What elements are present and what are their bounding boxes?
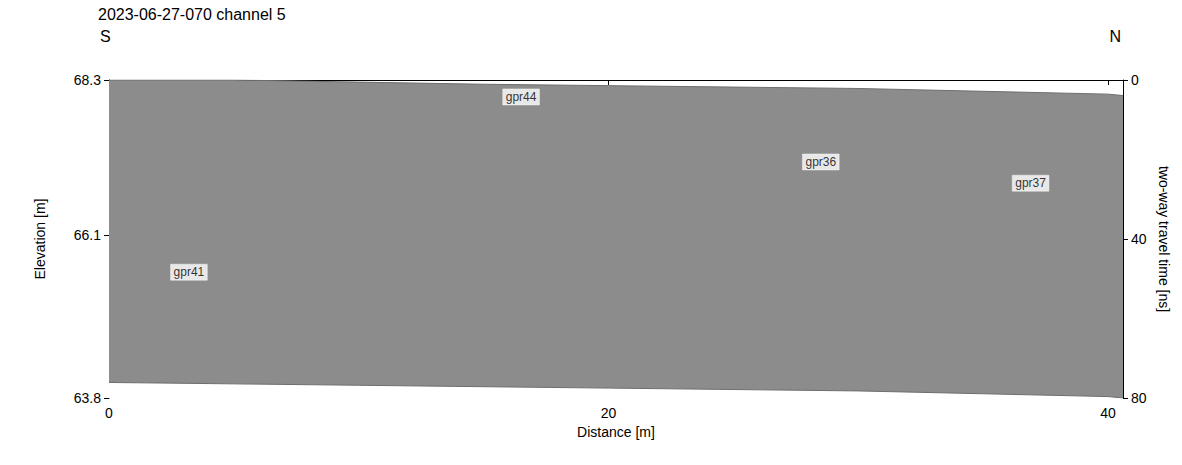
svg-text:gpr37: gpr37 bbox=[1015, 176, 1046, 190]
svg-text:66.1: 66.1 bbox=[74, 227, 101, 243]
svg-text:Distance [m]: Distance [m] bbox=[577, 424, 655, 440]
svg-text:two-way travel time [ns]: two-way travel time [ns] bbox=[1156, 166, 1172, 312]
svg-text:N: N bbox=[1109, 28, 1121, 45]
svg-text:68.3: 68.3 bbox=[74, 72, 101, 88]
svg-text:40: 40 bbox=[1131, 231, 1147, 247]
svg-text:S: S bbox=[100, 28, 111, 45]
svg-text:80: 80 bbox=[1131, 390, 1147, 406]
svg-text:Elevation [m]: Elevation [m] bbox=[32, 199, 48, 280]
svg-text:gpr44: gpr44 bbox=[506, 90, 537, 104]
svg-text:63.8: 63.8 bbox=[74, 390, 101, 406]
svg-text:2023-06-27-070 channel 5: 2023-06-27-070 channel 5 bbox=[98, 6, 286, 23]
svg-text:gpr41: gpr41 bbox=[174, 265, 205, 279]
svg-text:0: 0 bbox=[105, 405, 113, 421]
svg-text:20: 20 bbox=[601, 405, 617, 421]
svg-text:gpr36: gpr36 bbox=[805, 155, 836, 169]
svg-text:0: 0 bbox=[1131, 72, 1139, 88]
svg-text:40: 40 bbox=[1100, 405, 1116, 421]
